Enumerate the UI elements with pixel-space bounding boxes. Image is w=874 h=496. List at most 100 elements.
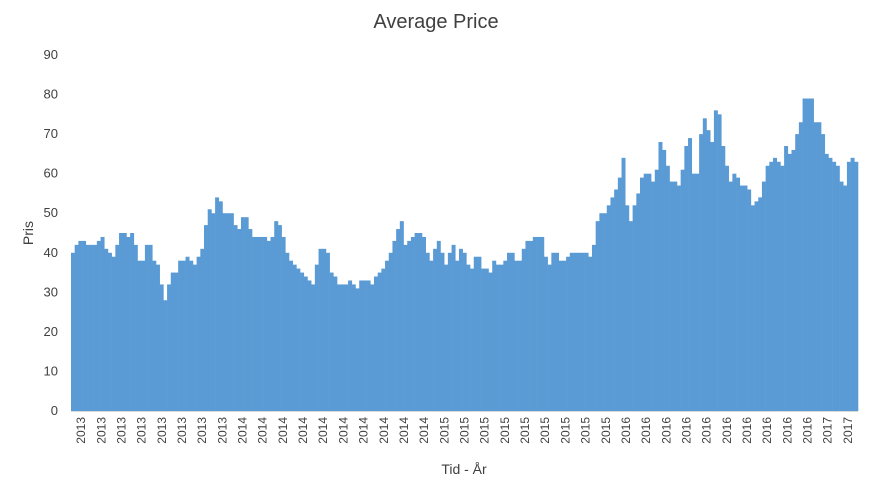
y-tick-label: 10	[44, 363, 58, 378]
data-bar	[229, 213, 234, 411]
data-bar	[148, 244, 153, 411]
x-tick-label: 2016	[720, 417, 734, 444]
data-bar	[126, 236, 131, 411]
x-tick-label: 2014	[256, 417, 270, 444]
data-bar	[425, 252, 430, 411]
data-bar	[569, 252, 574, 411]
x-tick-label: 2015	[599, 417, 613, 444]
data-bar	[322, 248, 327, 411]
data-bar	[451, 244, 456, 411]
data-bar	[691, 173, 696, 411]
x-tick-label: 2017	[841, 417, 855, 444]
data-bar	[721, 145, 726, 412]
data-bar	[584, 252, 589, 411]
data-bar	[621, 157, 626, 411]
data-bar	[470, 268, 475, 411]
data-bar	[506, 252, 511, 411]
data-bar	[821, 134, 826, 412]
data-bar	[385, 260, 390, 411]
data-bar	[795, 134, 800, 412]
data-bar	[577, 252, 582, 411]
data-bar	[750, 205, 755, 411]
data-bar	[185, 256, 190, 411]
data-bar	[248, 229, 253, 411]
data-bar	[281, 236, 286, 411]
data-bar	[850, 157, 855, 411]
data-bar	[688, 138, 693, 411]
data-bar	[329, 272, 334, 411]
data-bar	[606, 205, 611, 411]
data-bar	[307, 280, 312, 411]
data-bar	[325, 252, 330, 411]
data-bar	[543, 256, 548, 411]
data-bar	[529, 240, 534, 411]
data-bar	[710, 142, 715, 411]
data-bar	[658, 142, 663, 411]
x-tick-label: 2014	[417, 417, 431, 444]
data-bar	[340, 284, 345, 411]
data-bar	[558, 260, 563, 411]
x-tick-label: 2016	[780, 417, 794, 444]
x-tick-label: 2016	[619, 417, 633, 444]
data-bar	[292, 264, 297, 411]
data-bar	[610, 197, 615, 411]
data-bar	[758, 197, 763, 411]
data-bar	[366, 280, 371, 411]
data-bar	[743, 185, 748, 411]
data-bar	[802, 98, 807, 411]
data-bar	[628, 221, 633, 411]
data-bar	[429, 260, 434, 411]
data-bar	[706, 130, 711, 411]
x-tick-label: 2015	[538, 417, 552, 444]
data-bar	[274, 221, 279, 411]
data-bar	[555, 252, 560, 411]
data-bar	[133, 244, 138, 411]
data-bar	[137, 260, 142, 411]
data-bar	[152, 260, 157, 411]
data-bar	[170, 272, 175, 411]
x-tick-label: 2013	[114, 417, 128, 444]
data-bar	[824, 153, 829, 411]
data-bar	[311, 284, 316, 411]
data-bar	[377, 272, 382, 411]
data-bar	[104, 248, 109, 411]
data-bar	[96, 240, 101, 411]
data-bar	[74, 244, 79, 411]
data-bar	[680, 169, 685, 411]
data-bar	[732, 173, 737, 411]
y-tick-label: 90	[44, 47, 58, 62]
data-bar	[159, 284, 164, 411]
x-tick-label: 2015	[458, 417, 472, 444]
data-bar	[510, 252, 515, 411]
data-bar	[82, 240, 87, 411]
data-bar	[773, 157, 778, 411]
data-bar	[462, 252, 467, 411]
data-bar	[654, 169, 659, 411]
data-bar	[525, 240, 530, 411]
data-bar	[580, 252, 585, 411]
data-bar	[532, 236, 537, 411]
x-tick-label: 2016	[760, 417, 774, 444]
data-bar	[488, 272, 493, 411]
chart-title: Average Price	[373, 11, 498, 33]
data-bar	[348, 280, 353, 411]
x-tick-label: 2016	[639, 417, 653, 444]
data-bar	[100, 236, 105, 411]
data-bar	[218, 201, 223, 411]
x-tick-label: 2014	[236, 417, 250, 444]
data-bar	[835, 165, 840, 411]
data-bar	[651, 181, 656, 411]
x-tick-label: 2014	[316, 417, 330, 444]
data-bar	[167, 284, 172, 411]
y-tick-label: 60	[44, 166, 58, 181]
data-bar	[636, 193, 641, 411]
data-bar	[396, 229, 401, 411]
data-bar	[155, 264, 160, 411]
x-tick-label: 2014	[296, 417, 310, 444]
data-bar	[521, 248, 526, 411]
data-bar	[573, 252, 578, 411]
data-bar	[832, 161, 837, 411]
y-tick-label: 80	[44, 87, 58, 102]
data-bar	[765, 165, 770, 411]
data-bar	[599, 213, 604, 411]
